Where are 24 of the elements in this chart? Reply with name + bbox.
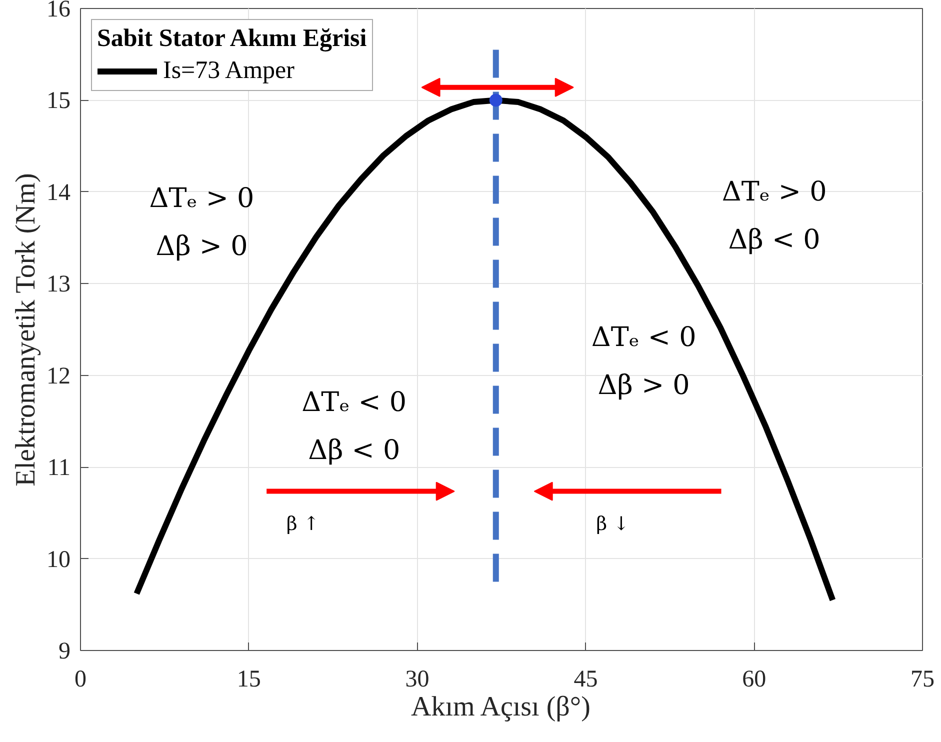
annotation: β ↓ xyxy=(596,513,630,536)
annotation: ΔTₑ > 0 Δβ > 0 xyxy=(149,182,254,262)
y-tick-label: 12 xyxy=(46,363,70,390)
legend-label: Is=73 Amper xyxy=(163,57,294,85)
legend-title: Sabit Stator Akımı Eğrisi xyxy=(97,25,367,53)
x-tick-label: 60 xyxy=(742,666,766,692)
y-tick-label: 9 xyxy=(58,638,70,664)
x-tick-label: 75 xyxy=(910,666,934,692)
x-tick-label: 15 xyxy=(236,666,261,692)
y-tick-label: 15 xyxy=(46,88,70,114)
annotation: β ↑ xyxy=(286,513,320,536)
annotation: ΔTₑ < 0 Δβ < 0 xyxy=(302,386,407,466)
x-tick-label: 0 xyxy=(74,666,86,692)
x-tick-label: 30 xyxy=(405,666,430,692)
y-axis-title: Elektromanyetik Tork (Nm) xyxy=(10,173,42,486)
y-tick-label: 14 xyxy=(46,180,70,206)
annotation: ΔTₑ > 0 Δβ < 0 xyxy=(722,176,827,256)
annotation: ΔTₑ < 0 Δβ > 0 xyxy=(591,322,696,402)
y-tick-label: 13 xyxy=(46,272,70,298)
y-tick-label: 10 xyxy=(46,546,70,573)
x-tick-label: 45 xyxy=(574,666,598,692)
y-tick-label: 16 xyxy=(46,0,70,22)
y-tick-label: 11 xyxy=(47,455,70,482)
x-axis-title: Akım Açısı (β°) xyxy=(411,692,590,722)
